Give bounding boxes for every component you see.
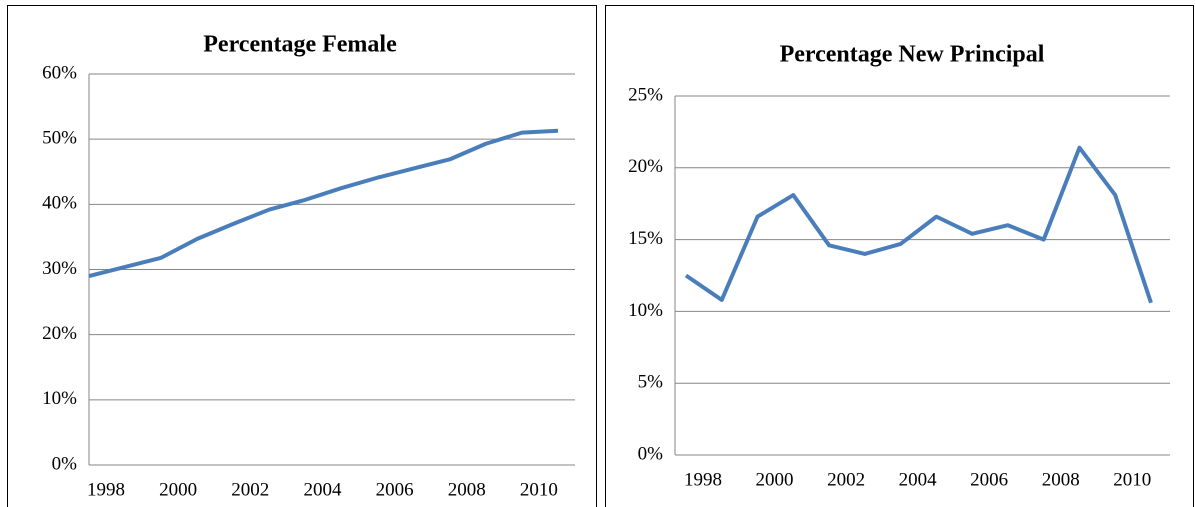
x-tick-label: 2008 [448, 479, 486, 500]
chart-title: Percentage Female [203, 32, 397, 58]
x-tick-label: 2006 [970, 469, 1008, 490]
x-tick-label: 2002 [231, 479, 269, 500]
y-tick-label: 50% [42, 128, 77, 149]
y-tick-label: 15% [628, 228, 663, 249]
y-tick-label: 0% [638, 443, 664, 464]
x-tick-label: 2010 [520, 479, 558, 500]
x-tick-label: 2004 [899, 469, 938, 490]
x-tick-label: 2010 [1113, 469, 1151, 490]
data-line [88, 128, 559, 278]
x-tick-label: 1998 [87, 479, 125, 500]
y-tick-label: 10% [42, 388, 77, 409]
y-tick-label: 10% [628, 300, 663, 321]
panel-border [7, 5, 597, 507]
y-tick-label: 40% [42, 193, 77, 214]
y-tick-label: 5% [638, 372, 664, 393]
panel-border [605, 5, 1194, 507]
y-tick-label: 0% [52, 453, 78, 474]
y-tick-label: 30% [42, 258, 77, 279]
data-line [684, 145, 1153, 304]
y-tick-label: 20% [628, 156, 663, 177]
y-tick-label: 25% [628, 84, 663, 105]
x-tick-label: 2000 [159, 479, 197, 500]
chart-title: Percentage New Principal [780, 42, 1045, 68]
y-tick-label: 20% [42, 323, 77, 344]
x-tick-label: 2000 [756, 469, 794, 490]
x-tick-label: 1998 [684, 469, 722, 490]
x-tick-label: 2006 [376, 479, 414, 500]
y-tick-label: 60% [42, 62, 77, 83]
x-tick-label: 2002 [827, 469, 865, 490]
x-tick-label: 2004 [303, 479, 342, 500]
x-tick-label: 2008 [1042, 469, 1080, 490]
